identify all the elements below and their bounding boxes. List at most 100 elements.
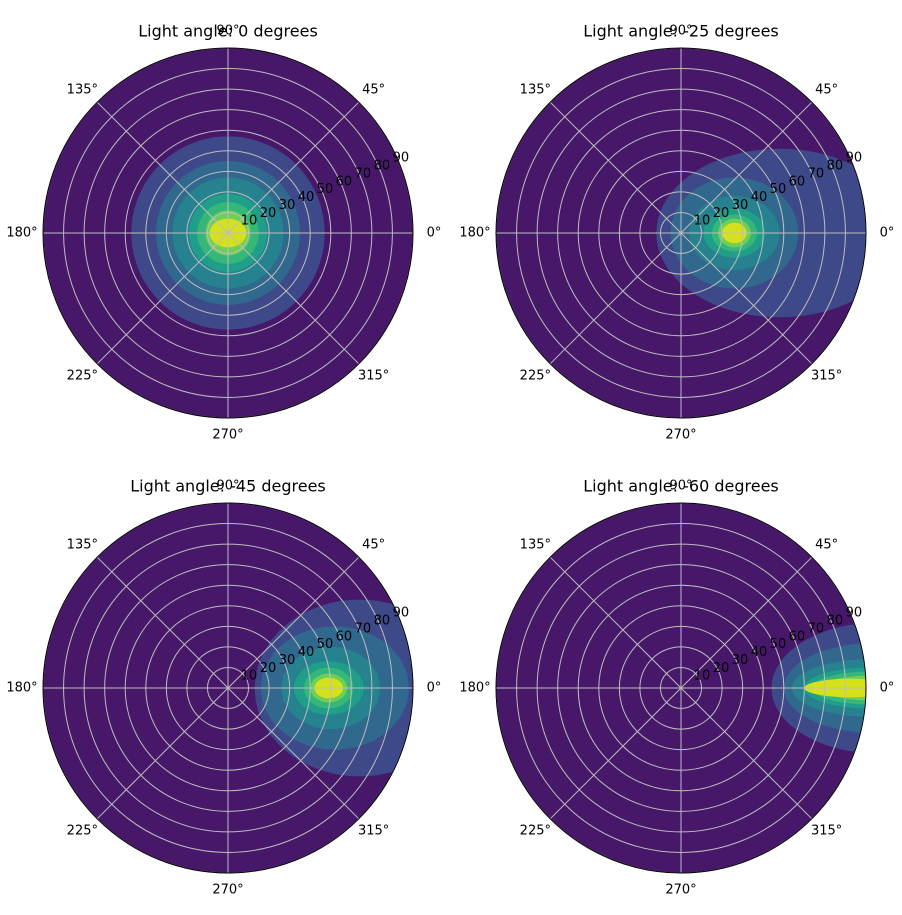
theta-tick-label: 225°	[520, 368, 551, 383]
theta-tick-label: 45°	[362, 83, 385, 98]
r-tick-label: 90	[393, 151, 410, 166]
grid-spoke	[680, 556, 813, 689]
grid-spoke	[549, 232, 682, 365]
plot-area	[43, 503, 413, 873]
theta-tick-label: 45°	[815, 83, 838, 98]
polar-plot: Light angle: -25 degrees 1020304050607080…	[459, 22, 895, 443]
r-tick-label: 10	[694, 669, 711, 684]
r-tick-label: 20	[260, 661, 277, 676]
r-tick-label: 30	[732, 198, 749, 213]
grid-spoke	[96, 556, 229, 689]
theta-tick-label: 225°	[520, 823, 551, 838]
r-tick-label: 90	[846, 606, 863, 621]
r-tick-label: 90	[393, 606, 410, 621]
polar-plot: Light angle: 0 degrees102030405060708090…	[6, 22, 441, 443]
grid-spoke	[549, 101, 682, 234]
polar-plot: Light angle: -45 degrees 1020304050607080…	[6, 477, 442, 898]
plot-area	[496, 48, 866, 418]
theta-tick-label: 225°	[67, 368, 98, 383]
plot-border	[495, 47, 867, 419]
polar-plot: Light angle: -60 degrees 1020304050607080…	[459, 477, 895, 898]
r-tick-label: 50	[770, 182, 787, 197]
theta-tick-label: 180°	[6, 681, 37, 696]
plot-border	[495, 502, 867, 874]
theta-tick-label: 180°	[459, 681, 490, 696]
theta-tick-label: 135°	[67, 538, 98, 553]
grid-spoke	[227, 101, 360, 234]
grid-spoke	[96, 232, 229, 365]
chart-title: Light angle: -25 degrees	[583, 22, 779, 41]
theta-tick-label: 45°	[815, 538, 838, 553]
r-tick-label: 40	[751, 645, 768, 660]
grid-spoke	[680, 101, 813, 234]
theta-tick-label: 90°	[216, 479, 239, 494]
r-tick-label: 40	[298, 645, 315, 660]
r-tick-label: 10	[241, 214, 258, 229]
theta-tick-label: 315°	[811, 368, 842, 383]
theta-tick-label: 135°	[67, 83, 98, 98]
r-tick-label: 50	[317, 637, 334, 652]
r-tick-label: 70	[808, 166, 825, 181]
r-tick-label: 90	[846, 151, 863, 166]
r-tick-label: 10	[241, 669, 258, 684]
r-tick-label: 30	[732, 653, 749, 668]
grid-spoke	[549, 556, 682, 689]
theta-tick-label: 135°	[520, 83, 551, 98]
r-tick-label: 30	[279, 198, 296, 213]
grid-spoke	[96, 687, 229, 820]
plot-border	[42, 502, 414, 874]
r-tick-label: 60	[336, 629, 353, 644]
plot-border	[42, 47, 414, 419]
chart-title: Light angle: -60 degrees	[583, 477, 779, 496]
theta-tick-label: 315°	[358, 823, 389, 838]
r-tick-label: 70	[355, 621, 372, 636]
r-tick-label: 40	[751, 190, 768, 205]
theta-tick-label: 225°	[67, 823, 98, 838]
r-tick-label: 20	[713, 661, 730, 676]
r-tick-label: 30	[279, 653, 296, 668]
theta-tick-label: 0°	[427, 681, 442, 696]
r-tick-label: 70	[808, 621, 825, 636]
r-tick-label: 40	[298, 190, 315, 205]
grid-spoke	[549, 687, 682, 820]
plot-area	[496, 503, 866, 873]
theta-tick-label: 180°	[459, 226, 490, 241]
chart-title: Light angle: 0 degrees	[138, 22, 318, 41]
theta-tick-label: 180°	[6, 226, 37, 241]
theta-tick-label: 90°	[669, 24, 692, 39]
theta-tick-label: 270°	[212, 883, 243, 898]
r-tick-label: 20	[260, 206, 277, 221]
theta-tick-label: 270°	[212, 428, 243, 443]
r-tick-label: 10	[694, 214, 711, 229]
r-tick-label: 70	[355, 166, 372, 181]
theta-tick-label: 315°	[358, 368, 389, 383]
chart-title: Light angle: -45 degrees	[130, 477, 326, 496]
r-tick-label: 50	[770, 637, 787, 652]
theta-tick-label: 270°	[665, 428, 696, 443]
theta-tick-label: 90°	[669, 479, 692, 494]
grid-spoke	[227, 556, 360, 689]
grid-spoke	[680, 232, 813, 365]
plot-area	[43, 48, 413, 418]
theta-tick-label: 135°	[520, 538, 551, 553]
grid-spoke	[227, 687, 360, 820]
r-tick-label: 60	[789, 174, 806, 189]
r-tick-label: 50	[317, 182, 334, 197]
theta-tick-label: 45°	[362, 538, 385, 553]
r-tick-label: 60	[789, 629, 806, 644]
r-tick-label: 60	[336, 174, 353, 189]
grid-spoke	[227, 232, 360, 365]
theta-tick-label: 90°	[216, 24, 239, 39]
theta-tick-label: 270°	[665, 883, 696, 898]
theta-tick-label: 315°	[811, 823, 842, 838]
r-tick-label: 80	[827, 614, 844, 629]
r-tick-label: 80	[827, 159, 844, 174]
theta-tick-label: 0°	[880, 226, 895, 241]
r-tick-label: 80	[374, 614, 391, 629]
theta-tick-label: 0°	[880, 681, 895, 696]
grid-spoke	[680, 687, 813, 820]
theta-tick-label: 0°	[427, 226, 442, 241]
r-tick-label: 20	[713, 206, 730, 221]
r-tick-label: 80	[374, 159, 391, 174]
